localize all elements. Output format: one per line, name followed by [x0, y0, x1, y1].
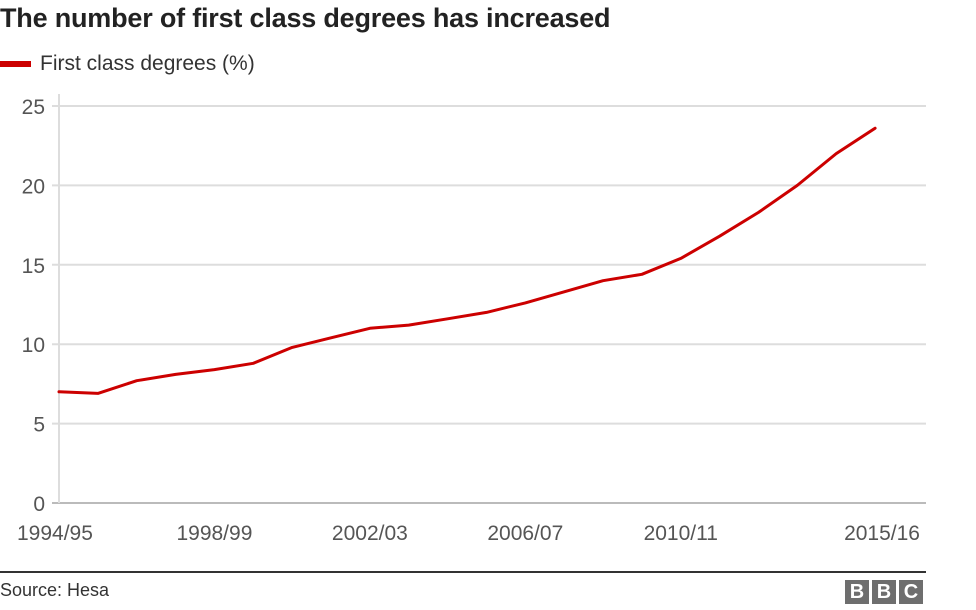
footer-divider: [0, 571, 926, 573]
y-axis: 0 5 10 15 20 25: [22, 96, 45, 516]
y-tick-label: 0: [33, 493, 45, 516]
y-tick-label: 25: [22, 96, 45, 119]
bbc-logo: B B C: [845, 580, 923, 604]
x-tick-label: 2015/16: [844, 522, 920, 545]
y-tick-label: 10: [22, 334, 45, 357]
y-tick-label: 20: [22, 175, 45, 198]
bbc-logo-letter: B: [872, 580, 896, 604]
x-tick-label: 2010/11: [644, 522, 718, 545]
legend-swatch-first-class: [0, 61, 31, 67]
gridlines: [52, 94, 926, 504]
legend-label-first-class: First class degrees (%): [40, 52, 255, 75]
bbc-logo-letter: B: [845, 580, 869, 604]
legend: First class degrees (%): [0, 50, 255, 78]
bbc-logo-letter: C: [899, 580, 923, 604]
source-note: Source: Hesa: [0, 580, 110, 600]
y-tick-label: 5: [33, 414, 45, 437]
x-axis: 1994/95 1998/99 2002/03 2006/07 2010/11 2015/…: [17, 522, 920, 545]
chart-title: The number of first class degrees has in…: [0, 3, 611, 33]
x-tick-label: 1998/99: [176, 522, 252, 545]
y-tick-label: 15: [22, 255, 45, 278]
line-chart: 0 5 10 15 20 25 1994/95 1998/99 2002/03 2006/07 2…: [17, 94, 926, 545]
x-tick-label: 2006/07: [487, 522, 563, 545]
series-line-first-class: [57, 126, 877, 395]
x-tick-label: 1994/95: [17, 522, 93, 545]
x-tick-label: 2002/03: [332, 522, 408, 545]
